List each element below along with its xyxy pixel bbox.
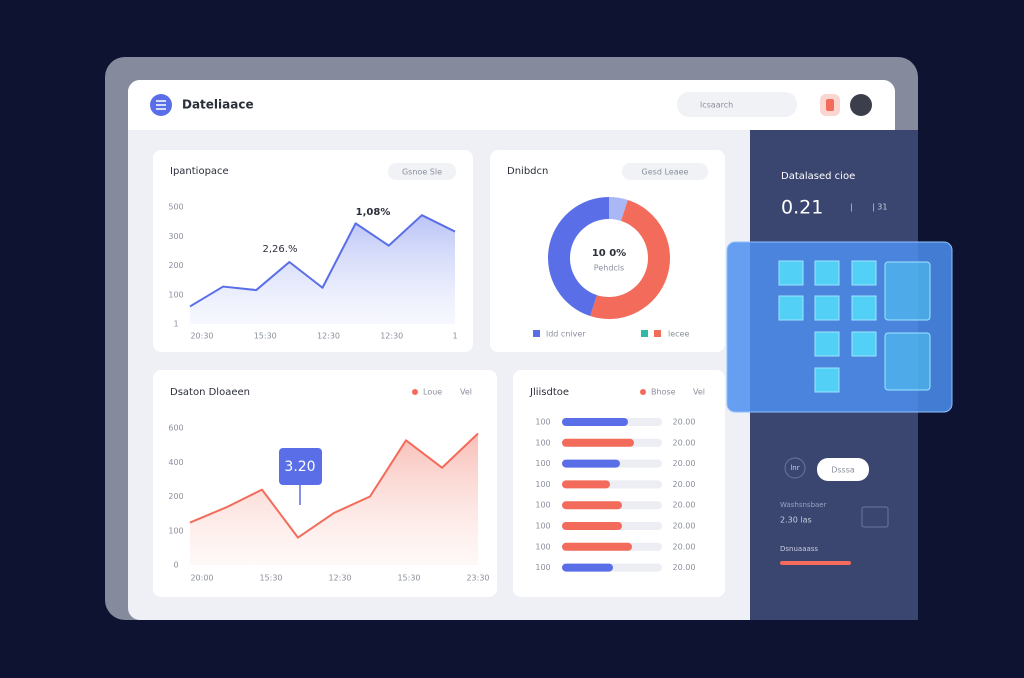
annotation: 2,26.% [263, 244, 298, 255]
y-axis-label: 100 [168, 526, 183, 535]
line [189, 214, 456, 308]
x-axis-label: 20:00 [190, 574, 213, 583]
charts: 500 300 200 100 1 20:30 15:30 12:30 12:30 1 600 400… [168, 197, 696, 583]
button-text: Dsssa [831, 466, 855, 475]
donut-slice [548, 197, 610, 317]
bar-value-label: 20.00 [673, 563, 696, 572]
bar-label: 100 [535, 563, 550, 572]
bar-label: 100 [535, 418, 550, 427]
legend-label: lecee [668, 330, 689, 339]
legend-label: Bhose [651, 388, 676, 397]
line [189, 432, 479, 539]
bar [562, 480, 610, 489]
panel-divider: | [850, 203, 853, 212]
bar-value-label: 20.00 [673, 438, 696, 447]
tile-grid [778, 260, 931, 393]
bar-value-label: 20.00 [673, 480, 696, 489]
stat-label: Washsnsbaer [780, 501, 827, 509]
progress-bar [780, 561, 851, 565]
donut-center-sub: Pehdcls [594, 264, 624, 273]
bar-value-label: 20.00 [673, 522, 696, 531]
panel-suffix: | 31 [872, 203, 887, 212]
progress-label: Dsnuaaass [780, 545, 818, 553]
search-text: lcsaarch [700, 101, 733, 110]
app-title: Dateliaace [182, 98, 254, 112]
pill-text: Gsnoe Sle [402, 168, 442, 177]
badge-text: lnr [790, 464, 799, 472]
button[interactable] [817, 458, 869, 481]
card-title: Jliisdtoe [529, 387, 569, 398]
donut-slice [608, 197, 628, 222]
bar [562, 418, 628, 426]
y-axis-label: 0 [173, 561, 178, 570]
legend-label: ldd cniver [546, 330, 586, 339]
bar [562, 563, 613, 572]
bar-value-label: 20.00 [673, 501, 696, 510]
x-axis-label: 12:30 [328, 574, 351, 583]
y-axis-label: 500 [168, 203, 183, 212]
x-axis-label: 20:30 [190, 332, 213, 341]
x-axis-label: 12:30 [317, 332, 340, 341]
bar-label: 100 [535, 522, 550, 531]
card [490, 150, 725, 352]
bar [562, 522, 622, 530]
legend-label: Loue [423, 388, 442, 397]
bar-label: 100 [535, 459, 550, 468]
alert-glyph [826, 99, 834, 111]
legend-swatch [533, 330, 540, 337]
legend-dot [412, 389, 418, 395]
annotation: 1,08% [356, 207, 391, 218]
area [190, 215, 455, 324]
pill[interactable] [388, 163, 456, 180]
bar [562, 459, 620, 468]
bar-value-label: 20.00 [673, 459, 696, 468]
logo-icon [156, 100, 166, 110]
pill[interactable] [622, 163, 708, 180]
card-title: Dnibdcn [507, 166, 548, 177]
badge [784, 457, 806, 479]
y-axis-label: 200 [168, 261, 183, 270]
bar-label: 100 [535, 480, 550, 489]
stat-icon [861, 506, 889, 528]
bar [562, 501, 622, 510]
legend-label: Vel [460, 388, 472, 397]
x-axis-label: 1 [452, 332, 457, 341]
y-axis-label: 100 [168, 290, 183, 299]
avatar[interactable] [850, 94, 872, 116]
bar-label: 100 [535, 501, 550, 510]
panel-title: Datalased cioe [781, 171, 855, 182]
stat-value: 2.30 las [780, 516, 812, 525]
bar-value-label: 20.00 [673, 418, 696, 427]
legend-swatch [654, 330, 661, 337]
donut-slice [590, 199, 670, 319]
search[interactable] [677, 92, 797, 117]
donut-center: 10 0% [592, 248, 626, 259]
area [190, 433, 478, 565]
bar-label: 100 [535, 542, 550, 551]
panel-value: 0.21 [781, 197, 823, 219]
pill-text: Gesd Leaee [642, 168, 689, 177]
legend-swatch [641, 330, 648, 337]
y-axis-label: 200 [168, 492, 183, 501]
legend-label: Vel [693, 388, 705, 397]
card-title: Ipantiopace [170, 166, 229, 177]
x-axis-label: 15:30 [397, 574, 420, 583]
x-axis-label: 15:30 [254, 332, 277, 341]
callout-text: 3.20 [284, 459, 315, 475]
bar [562, 438, 634, 447]
bar [562, 542, 632, 551]
callout [279, 448, 322, 485]
bar-label: 100 [535, 438, 550, 447]
x-axis-label: 12:30 [380, 332, 403, 341]
y-axis-label: 1 [173, 320, 178, 329]
bar-value-label: 20.00 [673, 542, 696, 551]
y-axis-label: 400 [168, 458, 183, 467]
y-axis-label: 600 [168, 424, 183, 433]
y-axis-label: 300 [168, 232, 183, 241]
legend-dot [640, 389, 646, 395]
x-axis-label: 15:30 [259, 574, 282, 583]
card-title: Dsaton Dloaeen [170, 387, 250, 398]
x-axis-label: 23:30 [466, 574, 489, 583]
